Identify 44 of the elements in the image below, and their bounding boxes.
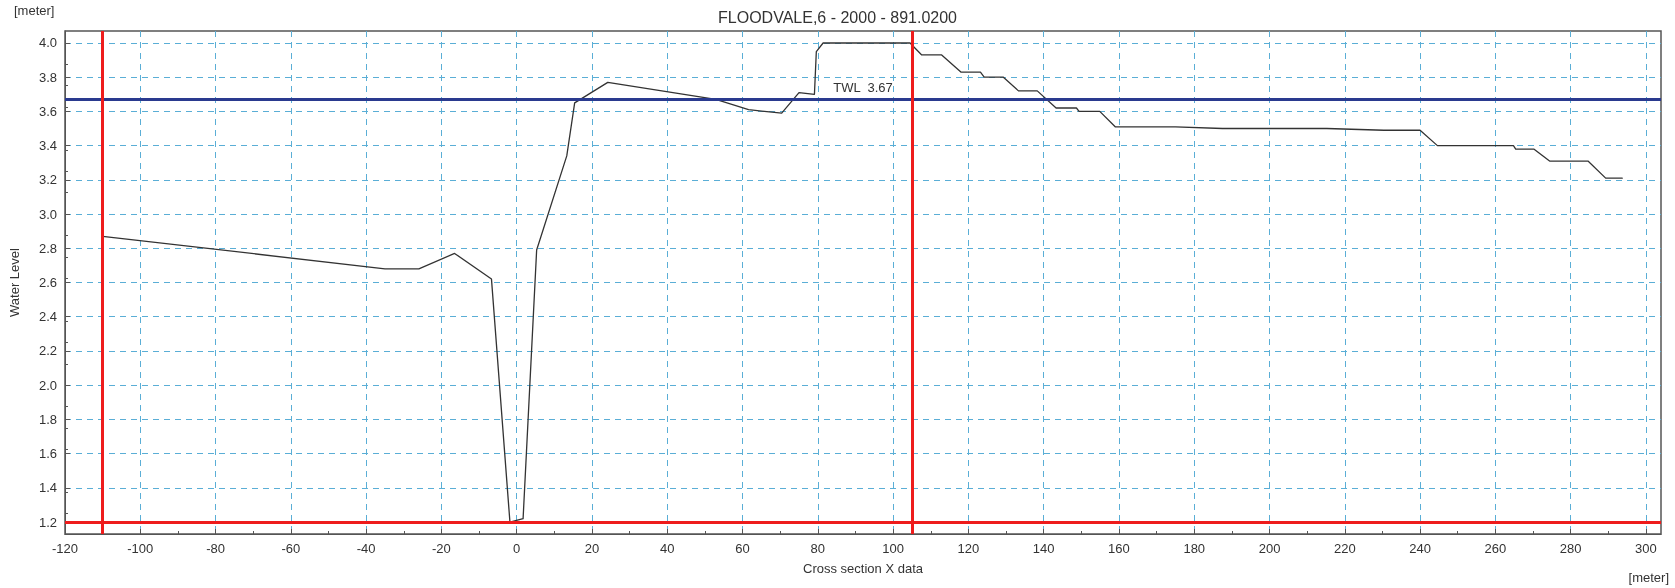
x-tick-label: 120 [957, 541, 980, 556]
x-tick-label: 220 [1333, 541, 1356, 556]
y-tick-label: 1.2 [38, 514, 57, 530]
x-tick-label: 260 [1484, 541, 1507, 556]
x-tick-label: 20 [584, 541, 600, 556]
x-tick-label: 0 [513, 541, 521, 556]
text: [meter] [14, 3, 55, 18]
x-tick-label: 100 [882, 541, 904, 556]
x-tick-label: 200 [1258, 541, 1281, 556]
y-tick-label: 3.4 [38, 138, 57, 154]
x-tick-label: 140 [1032, 541, 1055, 556]
y-tick-label: 2.0 [38, 377, 57, 393]
y-tick-label: 4.0 [38, 35, 57, 51]
x-tick-label: 80 [810, 541, 826, 556]
y-tick-label: 3.6 [38, 103, 57, 119]
x-tick-label: 300 [1635, 541, 1657, 556]
x-tick-label: -20 [432, 541, 451, 556]
x-tick-label: -100 [127, 541, 154, 556]
ref-line-label: TWL 3.67 [833, 80, 893, 96]
x-tick-label: -60 [281, 541, 301, 556]
x-tick-label: -40 [356, 541, 376, 556]
y-tick-label: 3.2 [38, 172, 57, 188]
y-tick-label: 2.6 [38, 275, 57, 290]
text: [meter] [1628, 570, 1670, 585]
y-tick-label: 1.6 [38, 446, 57, 462]
line-series [101, 42, 1623, 523]
chart-title: FLOODVALE,6 - 2000 - 891.0200 [718, 8, 958, 26]
x-tick-label: -120 [51, 541, 79, 556]
y-tick-label: 2.2 [38, 343, 57, 359]
y-tick-label: 3.8 [38, 69, 57, 85]
x-tick-label: 60 [735, 541, 750, 556]
y-tick-label: 1.8 [38, 411, 57, 427]
x-tick-label: 240 [1409, 541, 1431, 556]
y-tick-label: 1.4 [38, 480, 57, 496]
x-tick-label: 160 [1108, 541, 1130, 556]
x-tick-label: 40 [660, 541, 675, 556]
x-axis-title: Cross section X data [803, 561, 924, 576]
y-tick-label: 3.0 [38, 206, 57, 222]
y-tick-label: 2.4 [38, 309, 57, 325]
x-tick-label: 180 [1183, 541, 1206, 556]
y-axis-title: Water Level [7, 247, 22, 317]
x-tick-label: 280 [1559, 541, 1582, 556]
x-tick-label: -80 [206, 541, 225, 556]
y-tick-label: 2.8 [38, 240, 57, 256]
